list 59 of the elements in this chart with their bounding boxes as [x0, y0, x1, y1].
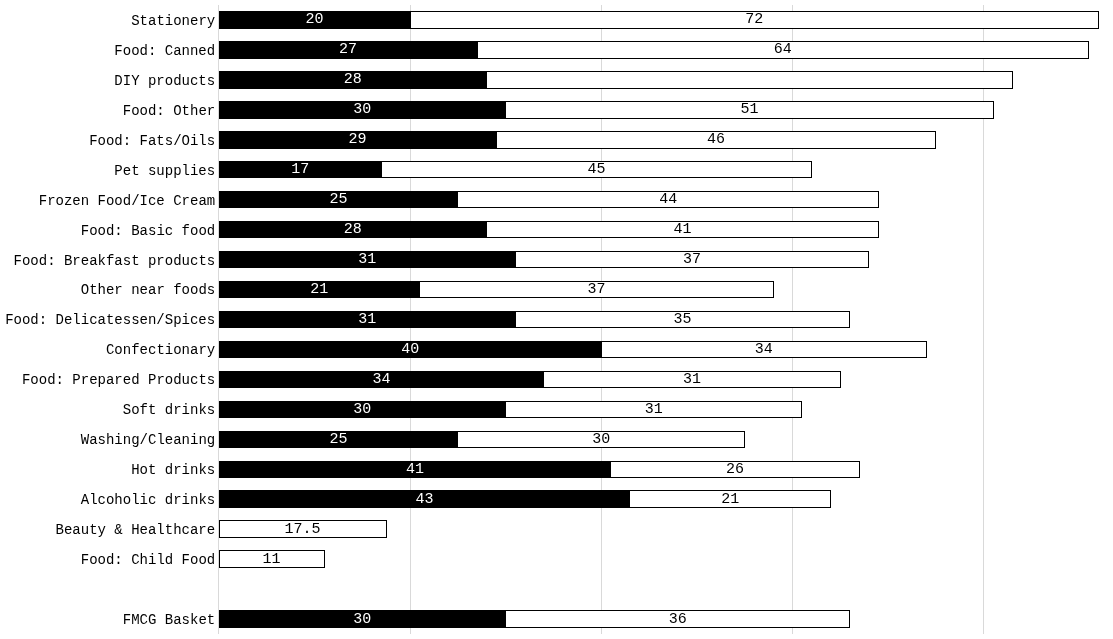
data-label: 31: [683, 370, 702, 388]
data-label: 17.5: [284, 520, 321, 538]
y-tick-label: Other near foods: [80, 282, 216, 299]
data-label: 40: [401, 340, 420, 358]
data-label: 43: [415, 490, 434, 508]
y-tick-label: Soft drinks: [122, 402, 216, 419]
data-label: 20: [305, 11, 324, 29]
data-label: 28: [343, 221, 362, 239]
data-label: 64: [773, 41, 792, 59]
y-tick-label: Pet supplies: [114, 162, 216, 179]
data-label: 30: [353, 101, 372, 119]
y-tick-label: FMCG Basket: [122, 611, 216, 628]
data-label: 21: [310, 281, 329, 299]
y-tick-label: Hot drinks: [131, 462, 216, 479]
data-label: 21: [721, 490, 740, 508]
data-label: 31: [358, 311, 377, 328]
data-label: 46: [706, 131, 725, 149]
data-label: 28: [343, 71, 362, 89]
data-label: 34: [372, 370, 391, 388]
bar: [219, 520, 387, 538]
data-label: 41: [673, 221, 692, 239]
data-label: 37: [683, 251, 702, 269]
data-label: 45: [587, 161, 606, 179]
data-label: 26: [726, 460, 745, 478]
data-label: 72: [745, 11, 764, 29]
data-label: 17: [291, 161, 310, 179]
y-tick-label: Food: Delicatessen/Spices: [5, 312, 216, 329]
data-label: 31: [644, 400, 663, 418]
data-label: 34: [754, 340, 773, 358]
data-label: 25: [329, 430, 348, 448]
y-tick-label: Food: Basic food: [80, 222, 216, 239]
data-label: 35: [673, 311, 692, 328]
data-label: 27: [339, 41, 358, 59]
y-tick-label: Beauty & Healthcare: [55, 522, 216, 539]
y-tick-label: Confectionary: [105, 342, 216, 359]
data-label: 51: [740, 101, 759, 119]
y-tick-label: Washing/Cleaning: [80, 432, 216, 449]
data-label: 31: [358, 251, 377, 269]
y-tick-label: Frozen Food/Ice Cream: [38, 192, 216, 209]
y-tick-label: Food: Fats/Oils: [89, 132, 216, 149]
data-label: 25: [329, 191, 348, 209]
y-tick-label: Food: Breakfast products: [13, 252, 216, 269]
data-label: 30: [353, 610, 372, 628]
data-label: 30: [592, 430, 611, 448]
y-tick-label: Stationery: [131, 12, 216, 29]
data-label: 44: [659, 191, 678, 209]
data-label: 11: [262, 550, 281, 568]
y-tick-label: DIY products: [114, 72, 216, 89]
data-label: 29: [348, 131, 367, 149]
data-label: 41: [405, 460, 424, 478]
y-tick-label: Food: Other: [122, 102, 216, 119]
data-label: 36: [668, 610, 687, 628]
y-tick-label: Food: Prepared Products: [21, 372, 216, 389]
bar: [219, 550, 325, 568]
data-label: 30: [353, 400, 372, 418]
data-label: 37: [587, 281, 606, 299]
y-tick-label: Food: Child Food: [80, 552, 216, 569]
y-tick-label: Alcoholic drinks: [80, 492, 216, 509]
y-tick-label: Food: Canned: [114, 42, 216, 59]
